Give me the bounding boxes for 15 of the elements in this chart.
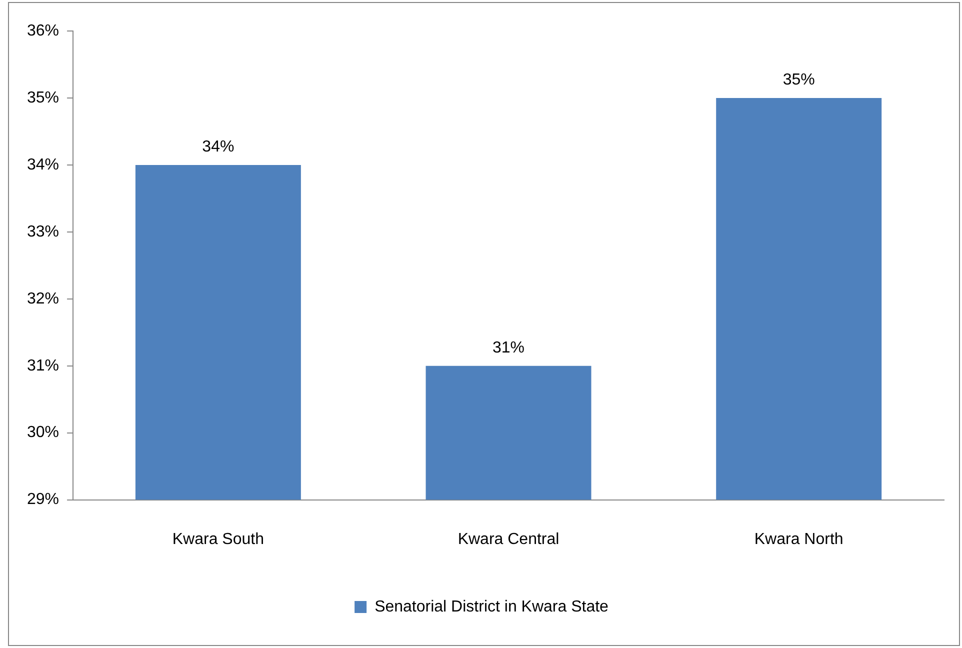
x-tick-label: Kwara South [172, 530, 264, 548]
y-tick-label: 32% [26, 290, 60, 308]
y-tick-label: 33% [26, 223, 60, 240]
y-tick-label: 29% [26, 491, 60, 508]
x-tick-label: Kwara North [754, 530, 844, 548]
data-label: 35% [782, 71, 815, 88]
y-tick-label: 31% [26, 357, 60, 374]
x-tick-label: Kwara Central [458, 530, 560, 548]
data-label: 31% [492, 339, 525, 356]
legend-label: Senatorial District in Kwara State [374, 598, 609, 616]
y-tick-label: 34% [26, 156, 60, 174]
y-tick-label: 30% [26, 424, 60, 442]
data-label: 34% [202, 138, 234, 156]
y-tick-label: 36% [26, 22, 60, 40]
y-tick-label: 35% [26, 89, 60, 106]
